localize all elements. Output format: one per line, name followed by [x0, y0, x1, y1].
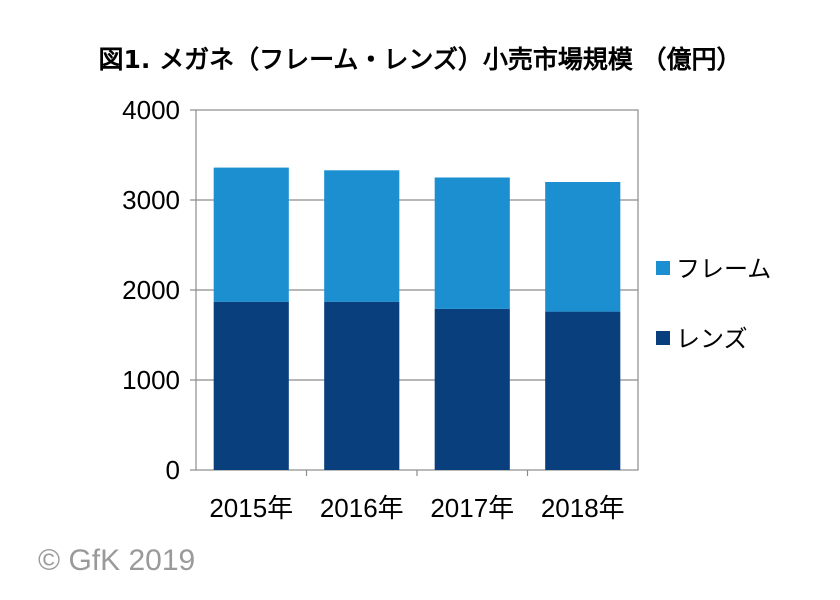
x-tick-label: 2016年: [320, 493, 404, 523]
y-tick-label: 2000: [122, 275, 180, 305]
y-tick-label: 0: [166, 455, 180, 485]
x-tick-label: 2017年: [430, 493, 514, 523]
bar-segment-frame: [213, 167, 289, 302]
axis-layer: 0 1000 2000 3000 4000 2015年 2016年 2017年 2018年: [122, 95, 625, 523]
y-tick-label: 4000: [122, 95, 180, 125]
bar-segment-frame: [324, 170, 400, 302]
bar-segment-lens: [434, 308, 510, 470]
legend-label: レンズ: [676, 325, 748, 353]
legend-swatch: [656, 261, 670, 275]
chart-title: 図1. メガネ（フレーム・レンズ）小売市場規模 （億円）: [98, 45, 742, 74]
y-tick-label: 1000: [122, 365, 180, 395]
bar-segment-frame: [545, 182, 621, 312]
copyright-notice: © GfK 2019: [38, 544, 196, 577]
bar-segment-lens: [213, 301, 289, 470]
legend-label: フレーム: [676, 255, 771, 283]
x-tick-label: 2018年: [541, 493, 625, 523]
y-tick-label: 3000: [122, 185, 180, 215]
bar-segment-frame: [434, 177, 510, 309]
legend-swatch: [656, 331, 670, 345]
bar-segment-lens: [324, 301, 400, 470]
x-tick-label: 2015年: [209, 493, 293, 523]
bar-layer: [213, 167, 621, 470]
bar-segment-lens: [545, 311, 621, 470]
